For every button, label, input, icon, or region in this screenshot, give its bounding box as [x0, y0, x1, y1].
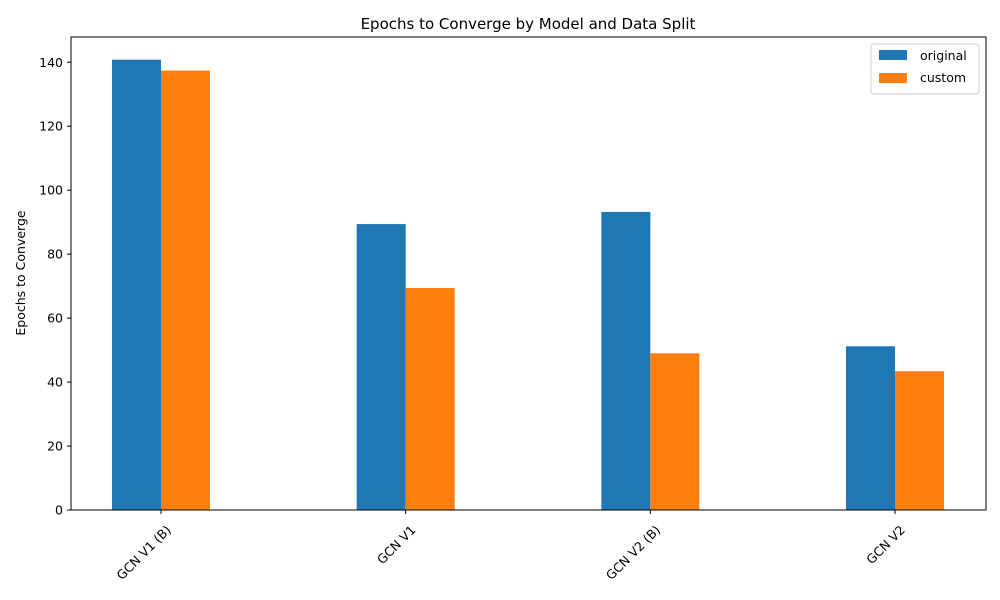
bar-original-0 — [112, 59, 161, 511]
bar-custom-0 — [161, 70, 210, 510]
x-tick-label: GCN V2 (B) — [603, 522, 663, 582]
x-tick-label: GCN V2 — [863, 522, 908, 567]
bar-original-1 — [356, 224, 406, 511]
y-tick-label: 120 — [39, 119, 63, 134]
y-axis-label: Epochs to Converge — [13, 210, 28, 336]
x-axis-ticks: GCN V1 (B) GCN V1 GCN V2 (B) GCN V2 — [113, 510, 908, 583]
y-tick-label: 60 — [47, 311, 63, 326]
chart-title: Epochs to Converge by Model and Data Spl… — [361, 15, 696, 33]
legend: original custom — [870, 43, 980, 95]
y-tick-label: 100 — [39, 183, 63, 198]
y-tick-label: 20 — [47, 439, 63, 454]
bar-original-2 — [601, 211, 651, 510]
plot-frame — [70, 36, 987, 511]
x-tick-label: GCN V1 (B) — [113, 522, 173, 582]
legend-swatch-custom — [879, 73, 907, 83]
y-tick-label: 80 — [47, 247, 63, 262]
y-tick-label: 140 — [39, 55, 63, 70]
bar-custom-2 — [650, 353, 700, 510]
y-axis-ticks: 0 20 40 60 80 100 120 140 — [39, 55, 71, 518]
y-tick-label: 0 — [55, 503, 63, 518]
bars-group — [112, 59, 945, 511]
legend-swatch-original — [879, 50, 907, 60]
y-tick-label: 40 — [47, 375, 63, 390]
legend-label-custom: custom — [920, 70, 966, 85]
x-tick-label: GCN V1 — [374, 522, 419, 567]
bar-custom-3 — [895, 371, 945, 510]
legend-label-original: original — [920, 48, 967, 63]
bar-original-3 — [846, 346, 896, 510]
bar-custom-1 — [405, 288, 455, 510]
